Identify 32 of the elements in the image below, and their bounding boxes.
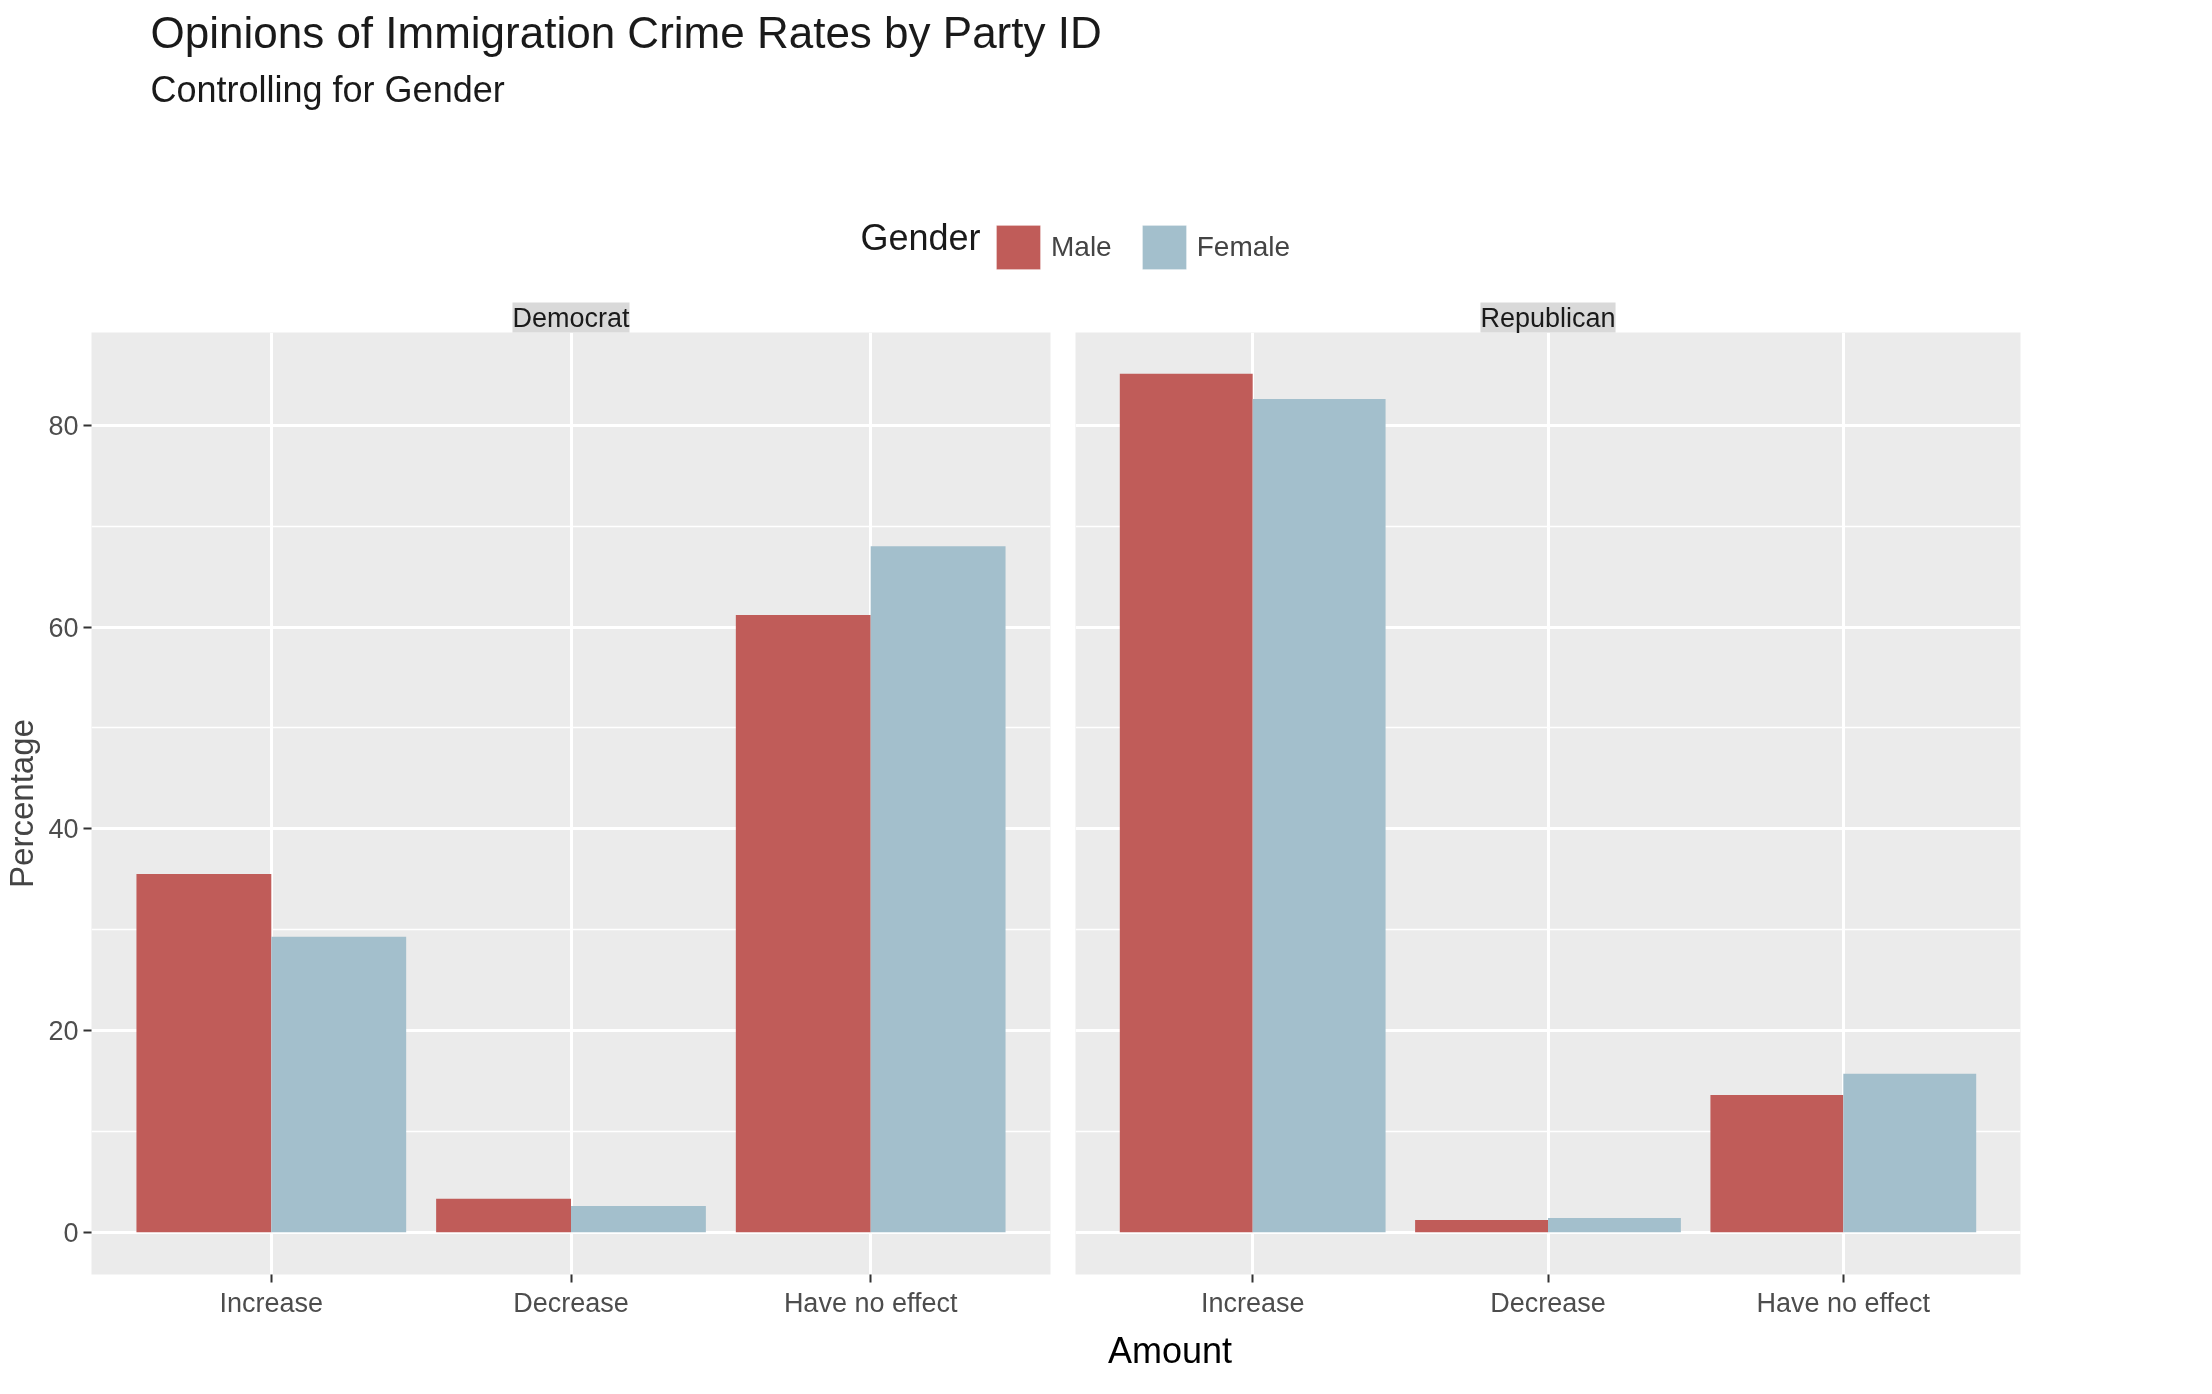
y-tick-label: 80: [48, 410, 79, 441]
bar: [1548, 1218, 1681, 1233]
bar: [136, 874, 272, 1233]
x-tick-label: Decrease: [1490, 1287, 1606, 1318]
bar: [735, 614, 871, 1233]
bar: [1710, 1094, 1844, 1233]
x-tick-label: Increase: [219, 1287, 324, 1318]
legend-label: Female: [1196, 231, 1291, 263]
y-tick-label: 0: [63, 1217, 79, 1248]
legend-title: Gender: [860, 217, 981, 258]
legend-label: Male: [1051, 231, 1112, 263]
bar: [1415, 1220, 1548, 1233]
x-axis-title: Amount: [1107, 1329, 1233, 1373]
x-tick-label: Have no effect: [783, 1287, 958, 1318]
y-tick-label: 40: [48, 814, 79, 845]
y-tick-label: 60: [48, 612, 79, 643]
bar: [1843, 1073, 1977, 1233]
y-tick-label: 20: [48, 1015, 79, 1046]
bar: [571, 1205, 706, 1233]
x-tick-label: Increase: [1200, 1287, 1305, 1318]
chart-subtitle: Controlling for Gender: [150, 68, 505, 110]
text: Republican: [1480, 302, 1616, 333]
bar: [1252, 399, 1386, 1233]
bar: [436, 1198, 571, 1233]
text: Democrat: [512, 302, 631, 333]
x-tick-label: Decrease: [513, 1287, 629, 1318]
x-tick-label: Have no effect: [1756, 1287, 1931, 1318]
y-axis-title: Percentage: [3, 719, 41, 888]
bar: [870, 546, 1006, 1233]
bar: [271, 936, 407, 1233]
chart-title: Opinions of Immigration Crime Rates by Party ID: [150, 7, 1102, 57]
bar: [1119, 373, 1253, 1233]
